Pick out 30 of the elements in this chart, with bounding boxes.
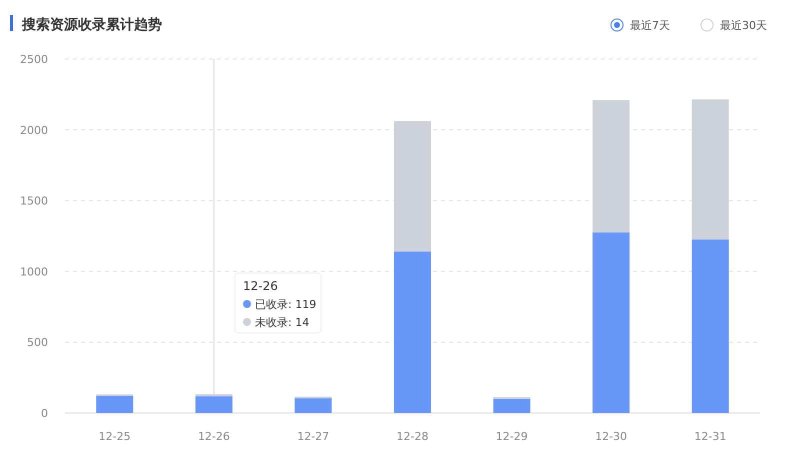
chart-title: 搜索资源收录累计趋势	[21, 17, 162, 33]
y-tick-label: 1500	[20, 194, 48, 208]
y-tick-label: 0	[41, 407, 48, 420]
x-tick-label: 12-27	[297, 430, 330, 443]
y-tick-label: 500	[27, 336, 48, 350]
bar	[394, 252, 431, 413]
x-tick-label: 12-28	[396, 430, 428, 443]
tooltip: 12-26 已收录: 119 未收录: 14	[234, 272, 322, 334]
annotation: 12-26	[243, 279, 278, 293]
bar	[592, 100, 630, 232]
text: 最近30天	[720, 19, 767, 32]
x-tick-label: 12-25	[98, 430, 131, 443]
bar	[692, 99, 729, 240]
text: 最近7天	[630, 19, 670, 32]
annotation: 已收录: 119	[255, 298, 316, 311]
y-tick-label: 2500	[20, 53, 48, 66]
bar	[493, 398, 530, 413]
y-tick-label: 2000	[20, 124, 48, 137]
x-tick-label: 12-30	[595, 430, 628, 443]
x-tick-label: 12-26	[198, 430, 230, 443]
x-tick-label: 12-29	[496, 430, 528, 443]
bar	[294, 398, 332, 413]
bar	[96, 396, 134, 413]
annotation: 未收录: 14	[255, 316, 310, 329]
bar	[195, 396, 232, 413]
x-tick-label: 12-31	[694, 430, 726, 443]
bar	[592, 232, 630, 413]
bar	[394, 121, 431, 252]
y-tick-label: 1000	[20, 265, 48, 278]
bar	[692, 240, 729, 413]
